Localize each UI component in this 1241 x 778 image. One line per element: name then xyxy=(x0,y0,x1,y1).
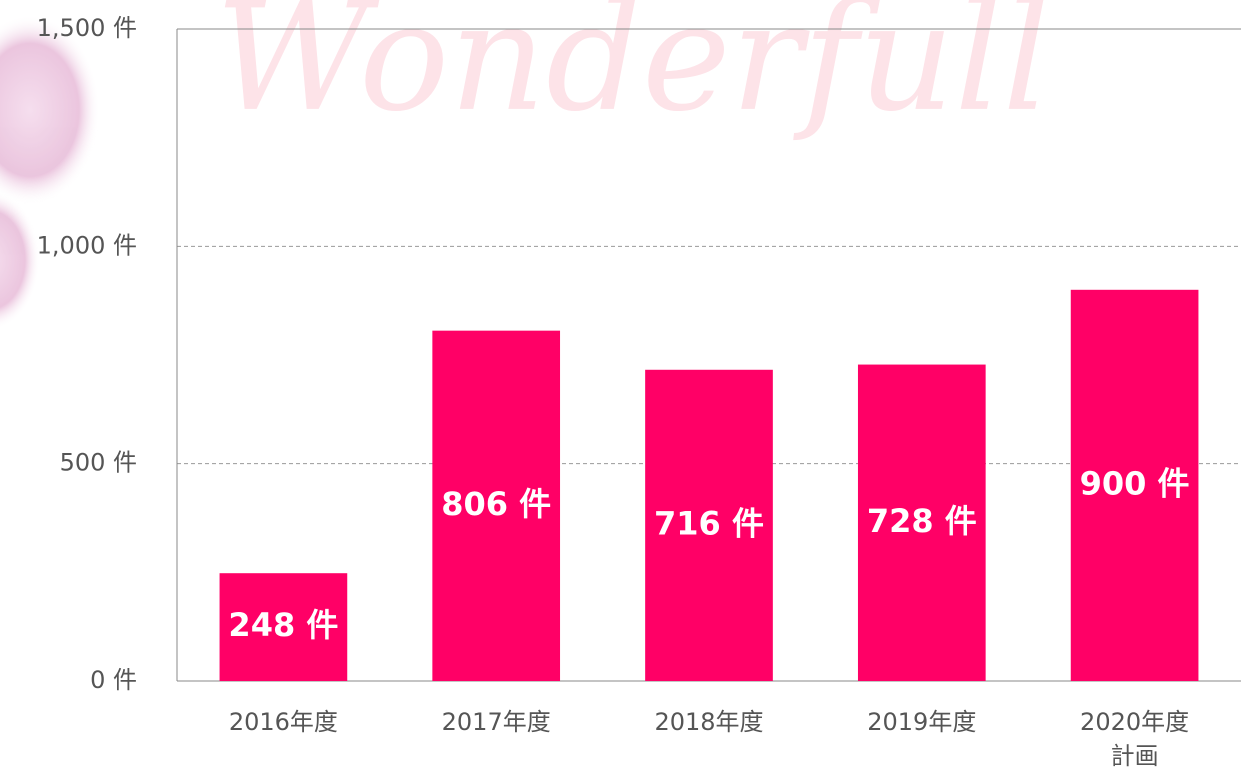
value-label: 806 件 xyxy=(441,485,551,523)
value-label: 900 件 xyxy=(1080,464,1190,502)
value-label: 728 件 xyxy=(867,502,977,540)
y-tick-label: 0 件 xyxy=(90,666,137,694)
value-label: 716 件 xyxy=(654,504,764,542)
bar xyxy=(1070,289,1199,681)
y-tick-label: 1,500 件 xyxy=(37,14,137,42)
bar xyxy=(857,364,986,681)
x-tick-label: 2020年度 計画 xyxy=(1080,708,1190,770)
bar xyxy=(219,573,348,681)
bar xyxy=(432,330,561,681)
x-tick-label: 2016年度 xyxy=(228,708,338,736)
value-label: 248 件 xyxy=(228,606,338,644)
y-tick-label: 500 件 xyxy=(60,449,137,477)
watermark: Wonderfull xyxy=(215,0,1050,145)
x-tick-label: 2017年度 xyxy=(441,708,551,736)
x-tick-label: 2019年度 xyxy=(867,708,977,736)
bar xyxy=(645,369,773,681)
x-tick-label: 2018年度 xyxy=(654,708,764,736)
y-tick-label: 1,000 件 xyxy=(37,231,137,259)
flower-decoration xyxy=(0,15,100,329)
